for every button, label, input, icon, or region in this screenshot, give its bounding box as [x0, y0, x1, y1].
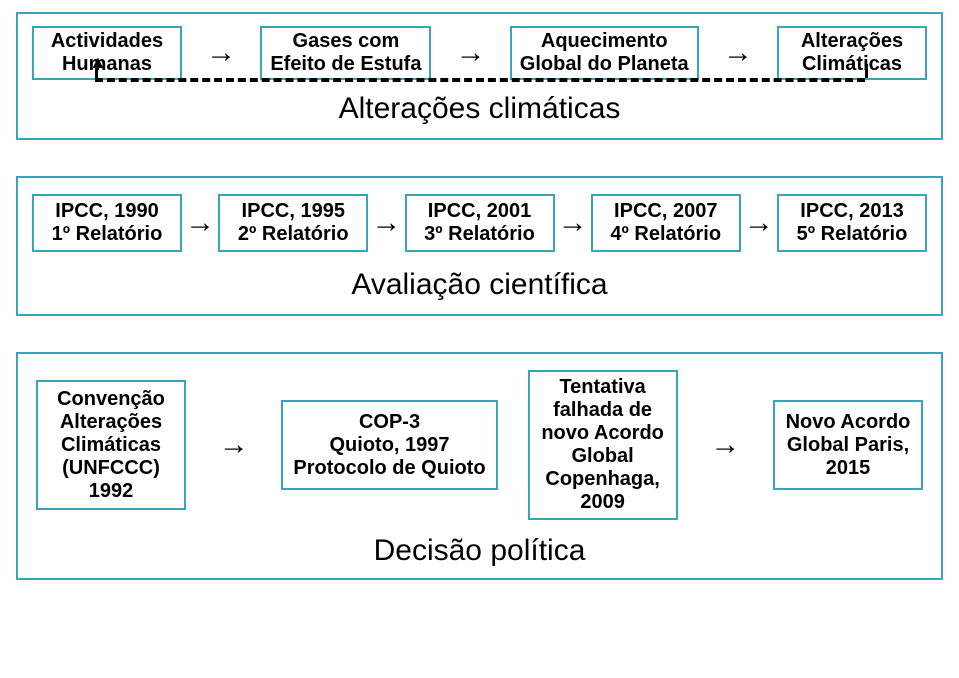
box-line: Climáticas — [802, 53, 902, 76]
box-paris-2015: Novo Acordo Global Paris, 2015 — [773, 400, 923, 490]
box-line: 1992 — [89, 480, 134, 503]
box-line: IPCC, 2001 — [428, 200, 531, 223]
box-line: novo Acordo — [541, 422, 664, 445]
box-ipcc-2001: IPCC, 2001 3º Relatório — [405, 194, 555, 252]
box-line: IPCC, 1990 — [55, 200, 158, 223]
box-line: Copenhaga, — [545, 468, 659, 491]
box-line: COP-3 — [359, 411, 420, 434]
box-line: Actividades — [51, 30, 163, 53]
box-line: Efeito de Estufa — [270, 53, 421, 76]
box-line: IPCC, 1995 — [242, 200, 345, 223]
arrow-right-icon: → — [368, 206, 404, 240]
box-line: IPCC, 2007 — [614, 200, 717, 223]
box-line: Quioto, 1997 — [329, 434, 449, 457]
box-line: falhada de — [553, 399, 652, 422]
box-line: 4º Relatório — [610, 223, 721, 246]
box-ipcc-2007: IPCC, 2007 4º Relatório — [591, 194, 741, 252]
box-line: 5º Relatório — [797, 223, 908, 246]
box-line: Global — [571, 445, 633, 468]
panel-ipcc-reports: IPCC, 1990 1º Relatório → IPCC, 1995 2º … — [16, 176, 943, 316]
arrow-right-icon: → — [182, 36, 260, 70]
ipcc-row: IPCC, 1990 1º Relatório → IPCC, 1995 2º … — [32, 194, 927, 252]
box-gases-efeito-estufa: Gases com Efeito de Estufa — [260, 26, 431, 80]
box-ipcc-1990: IPCC, 1990 1º Relatório — [32, 194, 182, 252]
box-line: Gases com — [293, 30, 400, 53]
box-line: Global Paris, — [787, 434, 909, 457]
arrow-right-icon: → — [555, 206, 591, 240]
box-line: Alterações — [60, 411, 162, 434]
box-line: Aquecimento — [541, 30, 668, 53]
feedback-dashed-line — [95, 78, 865, 82]
arrow-right-icon: → — [182, 206, 218, 240]
arrow-right-icon: → — [699, 36, 777, 70]
box-line: (UNFCCC) — [62, 457, 160, 480]
box-line: IPCC, 2013 — [800, 200, 903, 223]
box-line: 2º Relatório — [238, 223, 349, 246]
panel-causal-chain: Actividades Humanas → Gases com Efeito d… — [16, 12, 943, 140]
box-ipcc-1995: IPCC, 1995 2º Relatório — [218, 194, 368, 252]
box-line: Alterações — [801, 30, 903, 53]
box-line: Tentativa — [559, 376, 645, 399]
box-ipcc-2013: IPCC, 2013 5º Relatório — [777, 194, 927, 252]
feedback-vertical-left — [95, 64, 98, 78]
arrow-right-icon: → — [431, 36, 509, 70]
box-actividades-humanas: Actividades Humanas — [32, 26, 182, 80]
box-line: 2009 — [580, 491, 625, 514]
feedback-vertical-right — [865, 64, 868, 78]
box-line: Humanas — [62, 53, 152, 76]
arrow-right-icon: → — [741, 206, 777, 240]
box-line: Convenção — [57, 388, 165, 411]
panel-title: Alterações climáticas — [32, 92, 927, 126]
causal-row: Actividades Humanas → Gases com Efeito d… — [32, 26, 927, 80]
box-line: Protocolo de Quioto — [293, 457, 485, 480]
panel-title: Avaliação científica — [32, 268, 927, 302]
box-cop3-quioto: COP-3 Quioto, 1997 Protocolo de Quioto — [281, 400, 497, 490]
arrow-right-icon: → — [678, 428, 773, 462]
arrow-right-icon: → — [186, 428, 281, 462]
box-line: 3º Relatório — [424, 223, 535, 246]
political-row: Convenção Alterações Climáticas (UNFCCC)… — [36, 370, 923, 520]
box-alteracoes-climaticas: Alterações Climáticas — [777, 26, 927, 80]
box-line: Global do Planeta — [520, 53, 689, 76]
box-line: 1º Relatório — [52, 223, 163, 246]
box-line: 2015 — [826, 457, 871, 480]
panel-political-decisions: Convenção Alterações Climáticas (UNFCCC)… — [16, 352, 943, 580]
box-copenhaga-2009: Tentativa falhada de novo Acordo Global … — [528, 370, 678, 520]
panel-title: Decisão política — [36, 534, 923, 568]
box-line: Novo Acordo — [786, 411, 911, 434]
box-aquecimento-global: Aquecimento Global do Planeta — [510, 26, 699, 80]
box-line: Climáticas — [61, 434, 161, 457]
box-unfccc-1992: Convenção Alterações Climáticas (UNFCCC)… — [36, 380, 186, 510]
